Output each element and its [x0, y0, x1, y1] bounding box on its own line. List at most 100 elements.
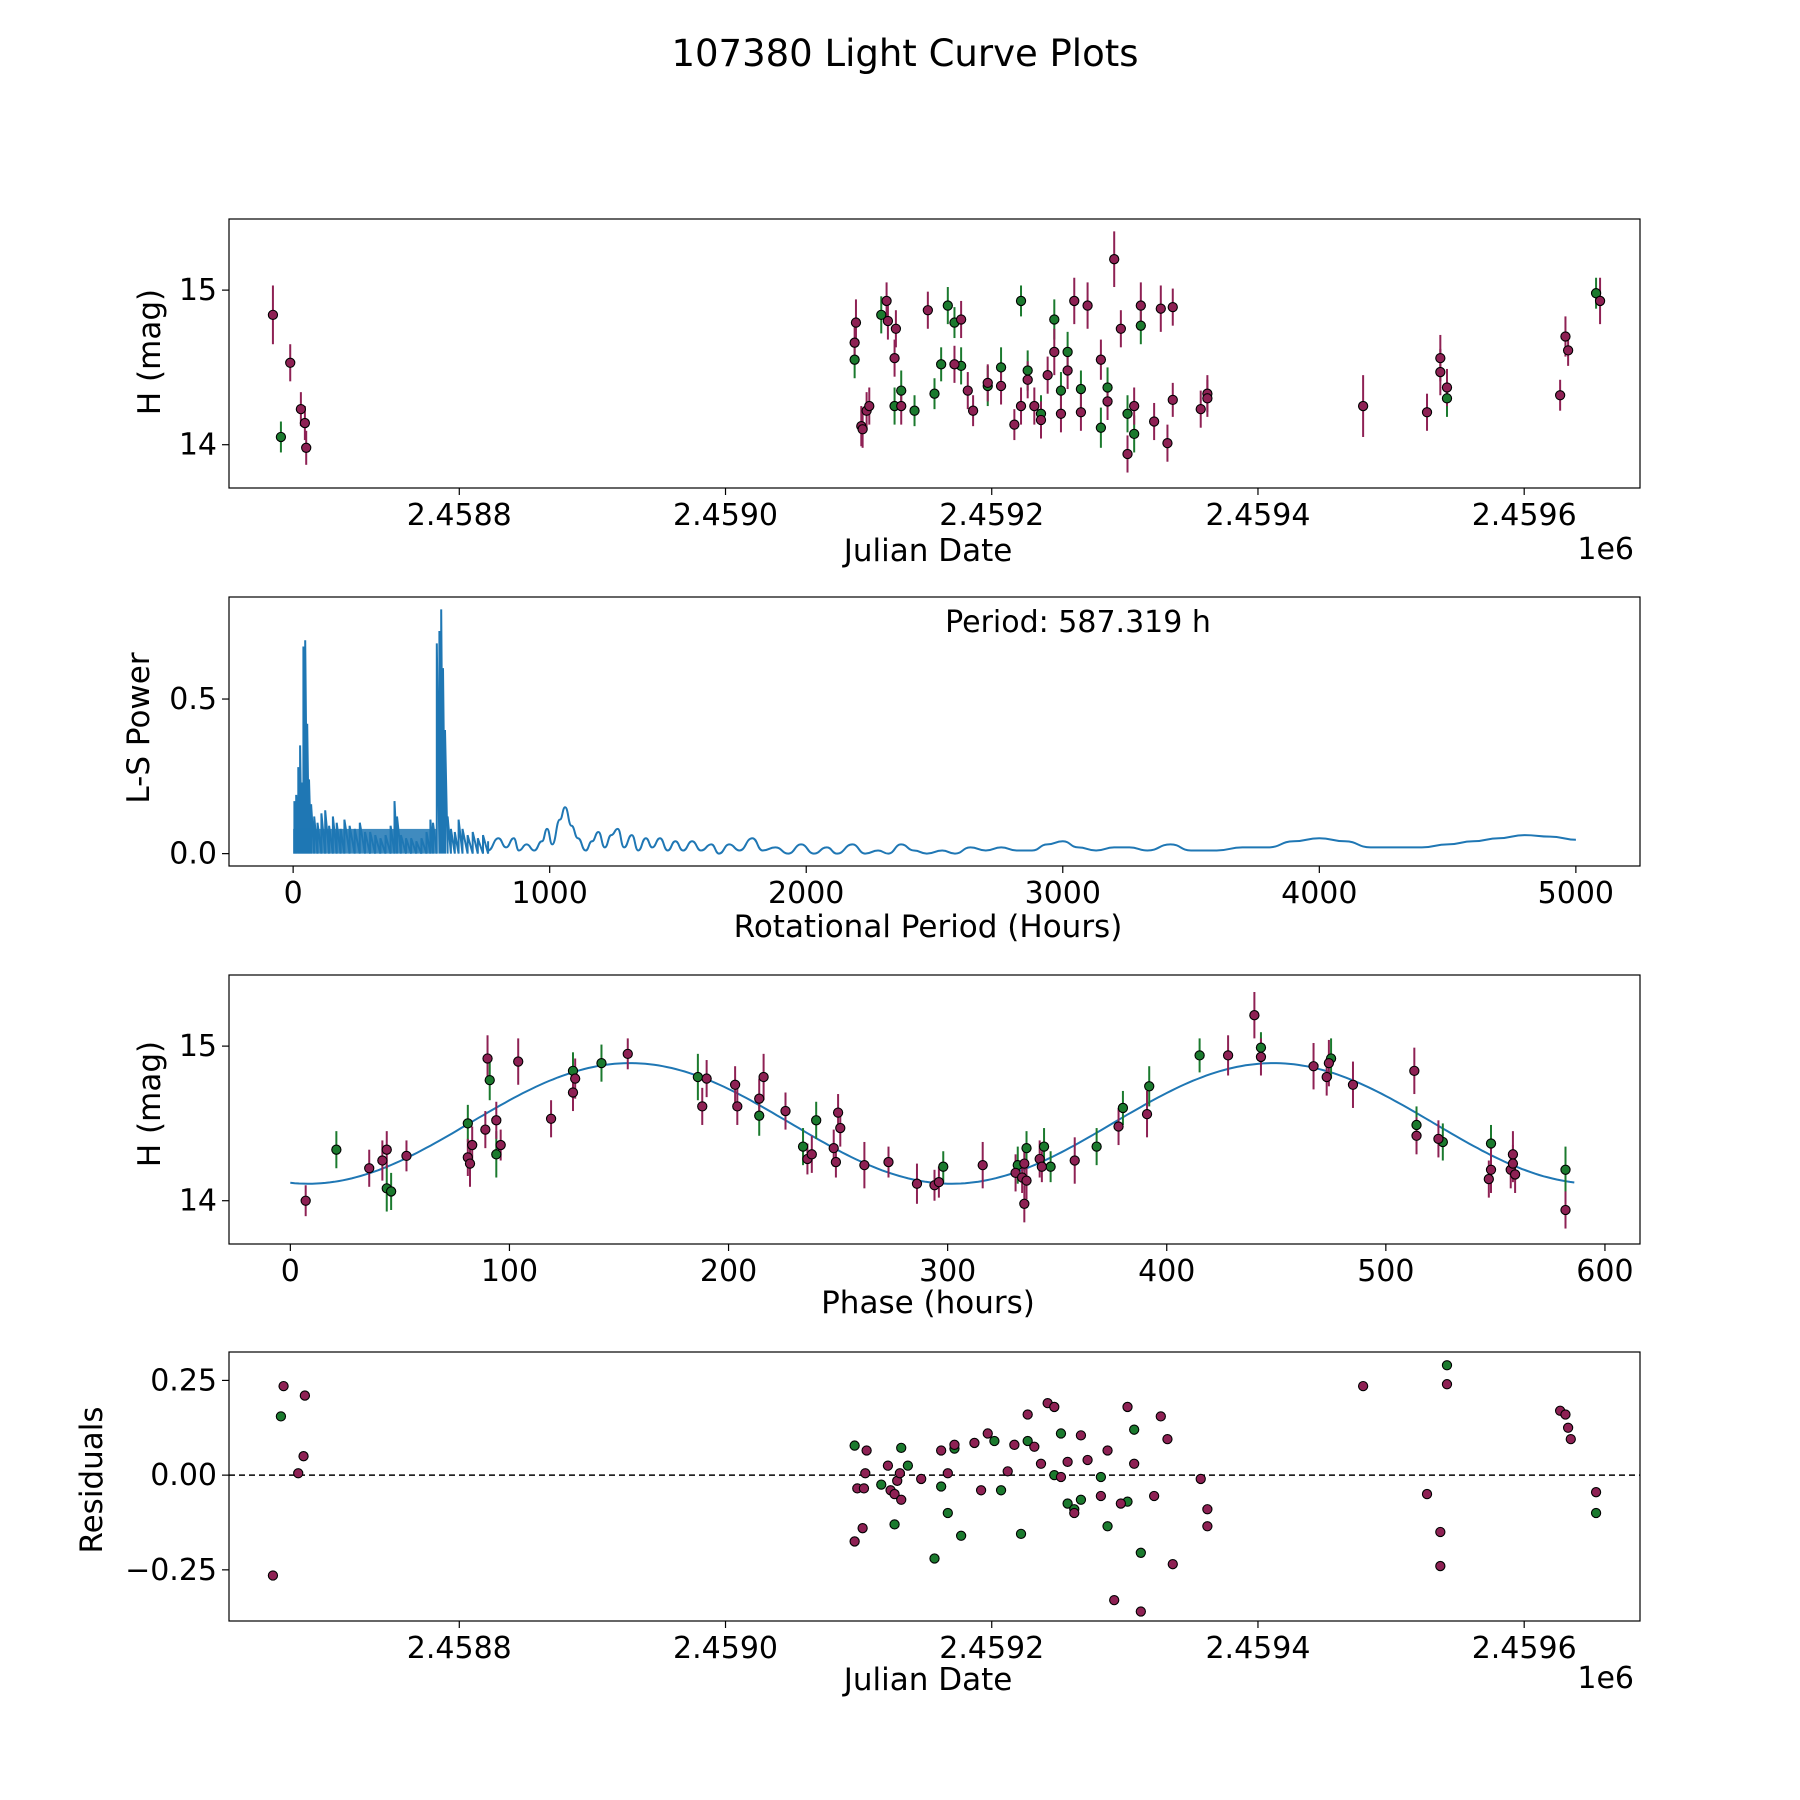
phased-point-r: [1019, 1158, 1030, 1169]
residuals-point-r: [1035, 1458, 1047, 1469]
residuals-point-r: [1195, 1473, 1206, 1485]
residuals-point-g: [1075, 1494, 1087, 1505]
lightcurve-point-r: [850, 317, 862, 328]
residuals-point-r: [849, 1536, 860, 1547]
phased-ytick-label: 15: [179, 1029, 217, 1064]
residuals-point-r: [1075, 1430, 1087, 1441]
figure-title: 107380 Light Curve Plots: [671, 32, 1138, 75]
residuals-point-r: [1135, 1606, 1146, 1617]
residuals-point-r: [1115, 1498, 1127, 1509]
phased-point-r: [780, 1105, 791, 1117]
lightcurve-point-r: [1167, 394, 1178, 406]
residuals-point-r: [889, 1488, 900, 1500]
phased-point-r: [1411, 1130, 1422, 1141]
lightcurve-xtick-label: 2.4588: [407, 498, 512, 533]
phased-point-r: [830, 1156, 842, 1168]
residuals-point-g: [849, 1440, 860, 1451]
lightcurve-point-r: [1441, 382, 1453, 393]
phased-ytick-label: 14: [179, 1184, 217, 1219]
residuals-points: [267, 1360, 1602, 1617]
phased-point-g: [797, 1141, 809, 1152]
lightcurve-point-r: [1562, 345, 1574, 356]
lightcurve-point-r: [882, 315, 894, 327]
lightcurve-point-g: [1055, 385, 1067, 396]
lightcurve-point-r: [1042, 369, 1053, 381]
phased-point-r: [883, 1156, 894, 1168]
residuals-point-r: [1202, 1504, 1213, 1515]
phased-point-r: [697, 1101, 708, 1112]
residuals-point-r: [896, 1494, 907, 1505]
periodogram-spikes: [293, 609, 490, 854]
lightcurve-point-r: [889, 352, 900, 364]
residuals-point-r: [861, 1445, 872, 1456]
residuals-point-g: [955, 1530, 967, 1541]
lightcurve-point-g: [942, 300, 953, 311]
lightcurve-point-g: [995, 362, 1007, 373]
residuals-point-r: [1155, 1411, 1166, 1422]
phased-point-r: [1409, 1065, 1420, 1077]
phased-fit-curve: [290, 1062, 1575, 1185]
phased-frame: [228, 974, 1641, 1245]
residuals-point-r: [293, 1468, 304, 1479]
lightcurve-point-g: [929, 388, 940, 399]
residuals-point-g: [995, 1485, 1007, 1496]
phased-axes: 0 100 200 300 400 500 600 14 15: [179, 1029, 1634, 1289]
lightcurve-offset-label: 1e6: [1577, 532, 1634, 567]
residuals-point-r: [1029, 1441, 1040, 1452]
lightcurve-xtick-label: 2.4592: [939, 498, 1044, 533]
residuals-point-g: [1135, 1547, 1146, 1558]
phased-point-r: [545, 1113, 557, 1124]
lightcurve-point-r: [1022, 374, 1033, 385]
residuals-point-g: [1062, 1498, 1073, 1509]
phased-point-g: [1091, 1141, 1102, 1152]
lightcurve-point-g: [849, 354, 860, 365]
phased-point-r: [482, 1053, 493, 1064]
residuals-point-r: [1002, 1466, 1013, 1477]
lightcurve-xtick-label: 2.4596: [1472, 498, 1577, 533]
phased-point-r: [1255, 1051, 1267, 1063]
phased-point-r: [513, 1056, 524, 1067]
residuals-xtick-label: 2.4596: [1472, 1631, 1577, 1666]
periodogram-ytick-label: 0.5: [169, 682, 217, 717]
lightcurve-point-r: [962, 385, 973, 396]
lightcurve-point-r: [1069, 295, 1080, 307]
residuals-point-g: [1055, 1428, 1067, 1439]
periodogram-xtick-label: 2000: [768, 876, 844, 911]
phased-point-r: [570, 1073, 581, 1084]
phased-point-r: [1141, 1108, 1153, 1120]
residuals-point-r: [1055, 1471, 1067, 1483]
residuals-point-r: [1129, 1458, 1140, 1469]
phased-point-r: [754, 1093, 765, 1104]
lightcurve-point-r: [949, 359, 960, 370]
phased-point-g: [1255, 1042, 1267, 1053]
residuals-frame: [228, 1351, 1641, 1622]
lightcurve-point-r: [1122, 448, 1133, 460]
phased-point-g: [1021, 1142, 1032, 1154]
period-annotation: Period: 587.319 h: [945, 605, 1211, 640]
residuals-point-r: [1590, 1487, 1602, 1498]
phased-point-r: [377, 1155, 388, 1166]
lightcurve-point-r: [267, 309, 279, 321]
lightcurve-point-r: [1115, 323, 1127, 334]
phased-point-g: [811, 1115, 822, 1126]
phased-point-r: [1507, 1158, 1519, 1169]
lightcurve-point-r: [967, 405, 979, 416]
residuals-point-r: [975, 1485, 987, 1496]
residuals-xlabel: Julian Date: [842, 1662, 1013, 1698]
phased-point-g: [462, 1118, 473, 1129]
lightcurve-point-g: [1022, 365, 1033, 376]
residuals-point-r: [949, 1439, 960, 1450]
lightcurve-point-r: [1035, 414, 1047, 426]
phased-point-r: [1021, 1175, 1032, 1186]
phased-point-g: [1560, 1164, 1571, 1175]
panel-residuals: Residuals Julian Date 1e6: [74, 1406, 1634, 1698]
phased-xtick-label: 0: [281, 1254, 300, 1289]
lightcurve-xlabel: Julian Date: [842, 533, 1013, 569]
lightcurve-point-g: [1102, 382, 1113, 393]
lightcurve-point-g: [1049, 314, 1060, 325]
lightcurve-point-r: [295, 404, 307, 415]
lightcurve-point-r: [1009, 419, 1020, 430]
periodogram-frame: [228, 596, 1641, 867]
residuals-point-r: [860, 1468, 871, 1479]
phased-point-g: [1411, 1119, 1422, 1131]
